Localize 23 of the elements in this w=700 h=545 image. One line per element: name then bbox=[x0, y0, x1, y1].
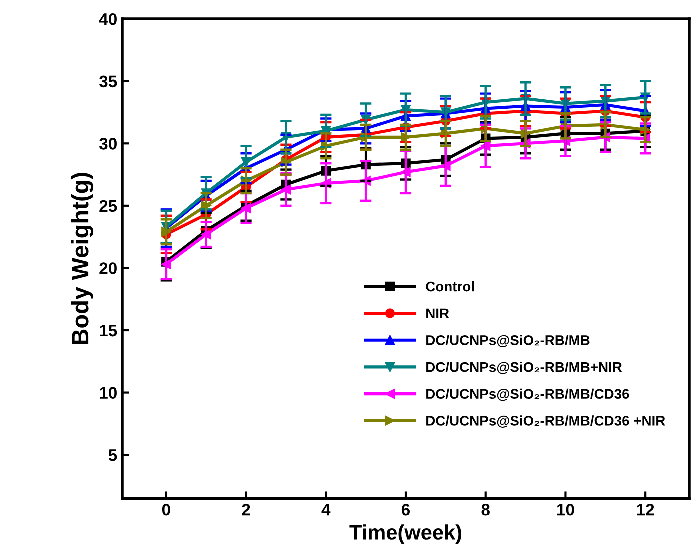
y-axis-title: Body Weight(g) bbox=[71, 173, 94, 344]
legend-label: DC/UCNPs@SiO₂-RB/MB/CD36 +NIR bbox=[426, 416, 666, 428]
y-tick-label: 10 bbox=[100, 387, 117, 399]
x-tick-label: 12 bbox=[637, 504, 654, 516]
legend-label: DC/UCNPs@SiO₂-RB/MB/CD36 bbox=[426, 388, 630, 402]
y-tick-label: 35 bbox=[99, 76, 118, 88]
legend-label: DC/UCNPs@SiO₂-RB/MB bbox=[426, 335, 590, 348]
x-tick-label: 10 bbox=[558, 504, 574, 516]
y-tick-label: 25 bbox=[100, 200, 118, 212]
y-tick-label: 20 bbox=[100, 262, 117, 274]
x-tick-label: 8 bbox=[482, 504, 490, 516]
legend-label: Control bbox=[426, 281, 474, 292]
y-tick-label: 15 bbox=[100, 325, 118, 337]
x-tick-label: 0 bbox=[162, 504, 170, 516]
x-tick-label: 6 bbox=[402, 504, 410, 516]
x-tick-label: 2 bbox=[242, 504, 250, 516]
x-axis-title: Time(week) bbox=[350, 524, 462, 544]
y-tick-label: 40 bbox=[99, 13, 117, 26]
legend-label: DC/UCNPs@SiO₂-RB/MB+NIR bbox=[426, 362, 622, 374]
x-tick-label: 4 bbox=[322, 504, 331, 516]
y-tick-label: 5 bbox=[108, 450, 118, 462]
y-tick-label: 30 bbox=[99, 138, 117, 150]
legend-label: NIR bbox=[426, 308, 450, 318]
